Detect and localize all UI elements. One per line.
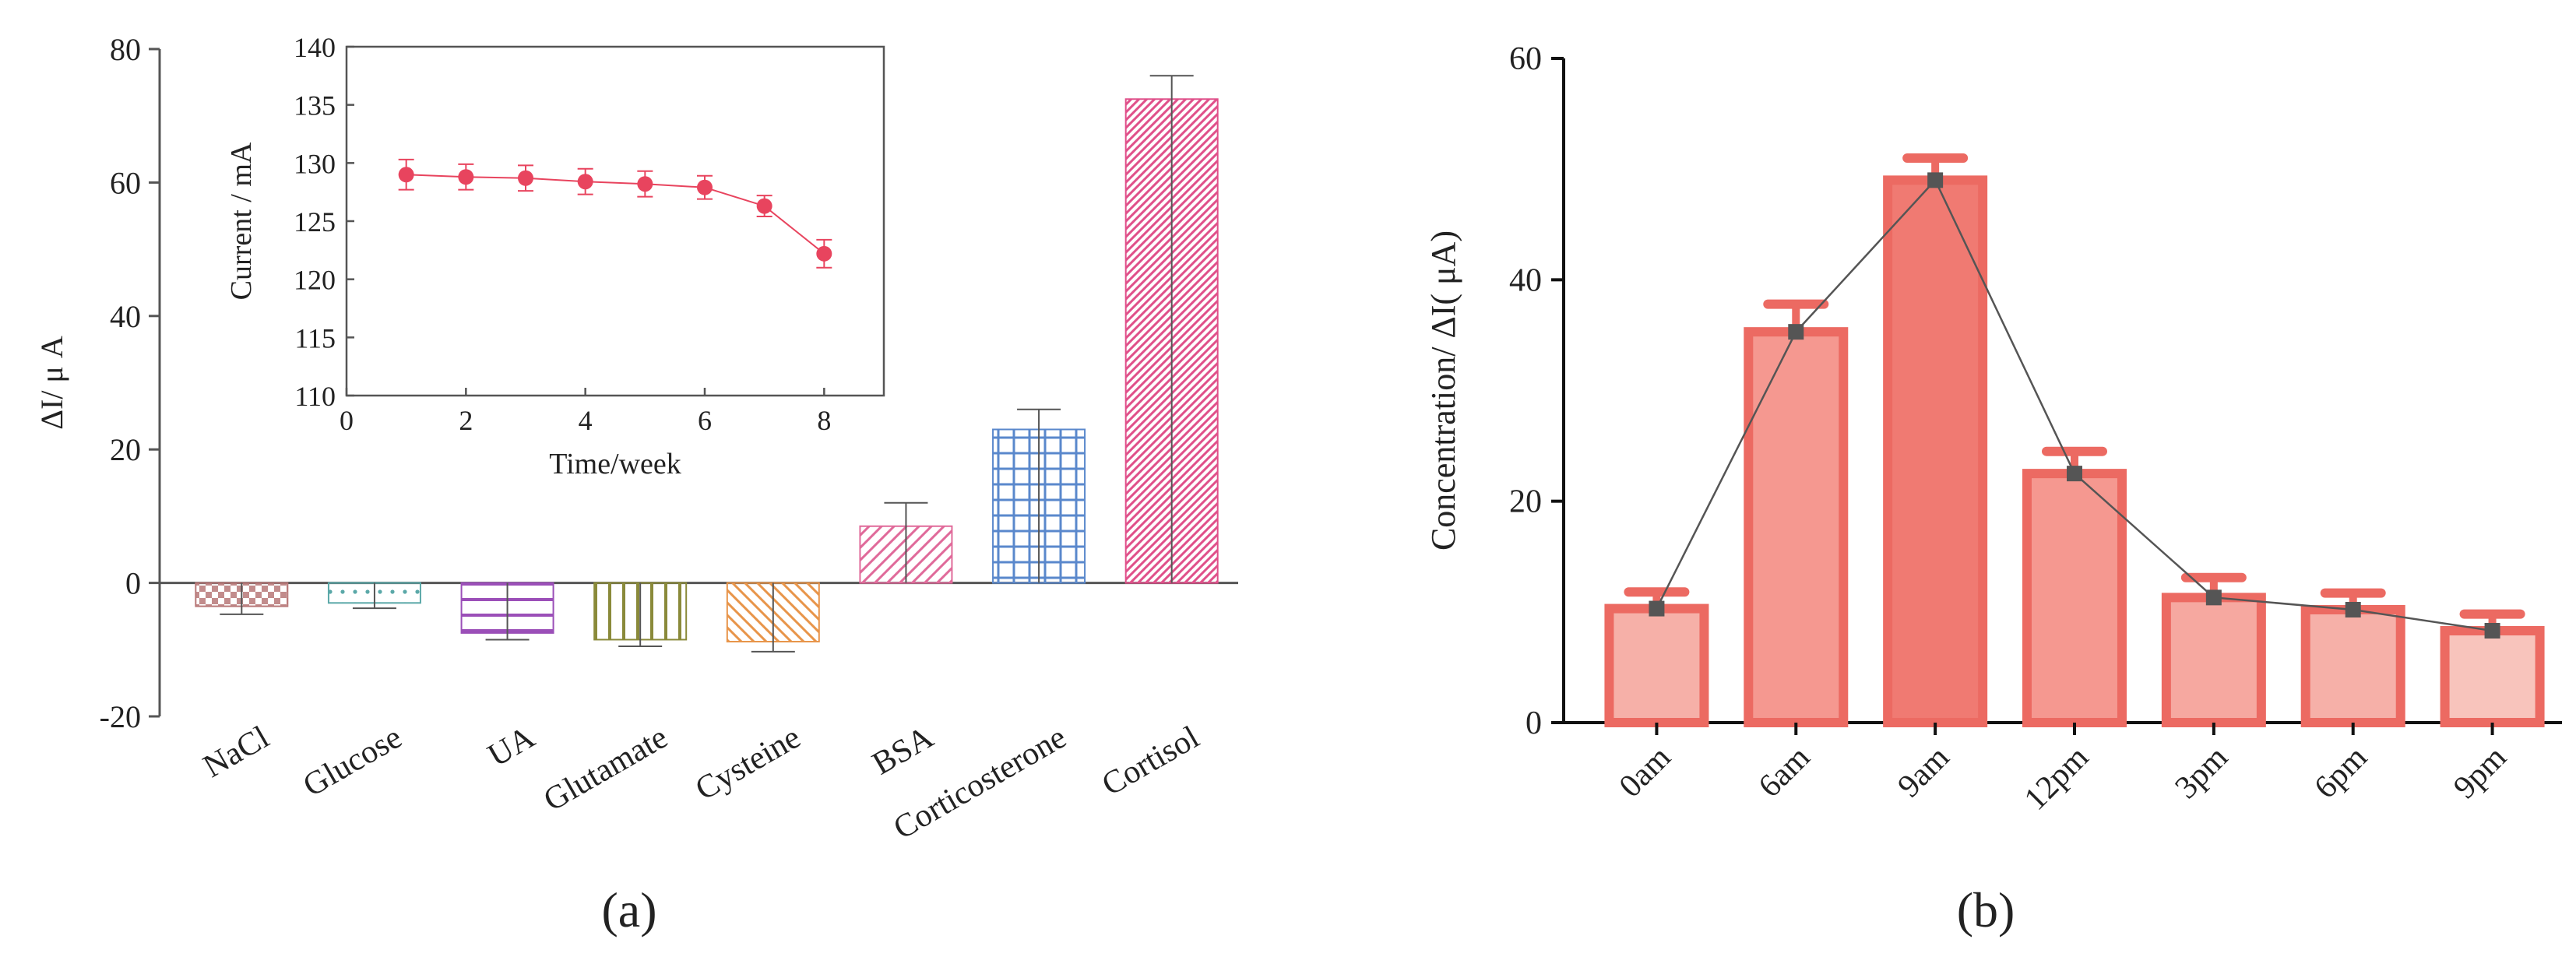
inset-x-tick-label: 6 — [698, 405, 712, 436]
data-point — [398, 167, 414, 183]
data-point — [637, 176, 653, 192]
data-point — [697, 179, 713, 195]
inset-y-tick-label: 115 — [294, 322, 336, 354]
series-line — [406, 174, 825, 255]
inset-y-tick-label: 120 — [294, 265, 336, 296]
data-point — [2484, 623, 2500, 639]
x-tick-label: 9pm — [2447, 739, 2514, 806]
x-tick-label: Cortisol — [1096, 719, 1205, 804]
x-tick-label: 3pm — [2169, 739, 2236, 806]
bar — [1744, 327, 1849, 727]
x-tick-label: Glutamate — [538, 719, 674, 818]
inset-y-tick-label: 130 — [294, 148, 336, 179]
inset-frame — [345, 45, 885, 397]
bar — [2161, 593, 2266, 728]
inset-x-tick-label: 8 — [817, 405, 831, 436]
bar — [2440, 626, 2545, 727]
x-tick-label: UA — [482, 719, 541, 774]
panel-b-chart: 0 20 40 60 Concentration/ ΔI( μA) 0am 6am 9am 12… — [1424, 41, 2562, 938]
bar — [2300, 604, 2405, 727]
y-tick-label: 40 — [110, 299, 141, 334]
y-tick-label: 80 — [110, 32, 141, 67]
y-tick-label: 60 — [110, 165, 141, 200]
y-tick-label: -20 — [100, 699, 141, 734]
x-tick-label: 6pm — [2307, 739, 2374, 806]
x-tick-label: 6am — [1752, 739, 1818, 804]
panel-label: (b) — [1957, 882, 2015, 938]
data-point — [2067, 466, 2082, 482]
x-tick-label: NaCl — [198, 719, 276, 785]
bar — [1883, 175, 1988, 727]
inset-y-tick-label: 135 — [294, 90, 336, 121]
data-point — [458, 169, 474, 185]
x-tick-label: 9am — [1892, 739, 1957, 804]
inset-y-tick-label: 140 — [294, 32, 336, 63]
y-tick-label: 0 — [1526, 705, 1542, 741]
data-point — [577, 174, 593, 190]
data-point — [756, 198, 772, 214]
inset-x-tick-label: 2 — [459, 405, 473, 436]
data-point — [816, 245, 832, 262]
x-tick-label: BSA — [867, 719, 940, 782]
x-tick-label: 0am — [1613, 739, 1678, 804]
inset-y-tick-label: 125 — [294, 206, 336, 237]
inset-chart: 110 115 120 125 130 135 140 0 2 4 6 8 Time/week Curre… — [225, 32, 885, 480]
data-point — [1788, 324, 1804, 340]
data-point — [2205, 589, 2222, 606]
data-point — [1927, 172, 1944, 188]
x-tick-label: Cysteine — [690, 719, 807, 807]
y-tick-label: 0 — [125, 566, 141, 601]
inset-y-tick-label: 110 — [294, 381, 336, 412]
bar — [2022, 469, 2127, 727]
inset-y-axis-label: Current / mA — [225, 142, 258, 300]
panel-label: (a) — [601, 882, 656, 938]
y-tick-label: 20 — [1509, 484, 1542, 520]
y-tick-label: 40 — [1509, 262, 1542, 298]
inset-x-tick-label: 0 — [340, 405, 354, 436]
y-axis-label: ΔI/ μ A — [34, 336, 69, 430]
inset-x-tick-label: 4 — [579, 405, 593, 436]
data-point — [518, 170, 533, 186]
y-tick-label: 20 — [110, 432, 141, 467]
x-tick-label: Glucose — [297, 719, 408, 804]
bar — [1604, 603, 1709, 728]
data-point — [1649, 600, 1665, 617]
y-tick-label: 60 — [1509, 41, 1542, 77]
data-point — [2345, 601, 2361, 617]
y-axis-label: Concentration/ ΔI( μA) — [1424, 230, 1462, 551]
inset-x-axis-label: Time/week — [549, 448, 681, 480]
x-tick-label: 12pm — [2018, 739, 2096, 817]
